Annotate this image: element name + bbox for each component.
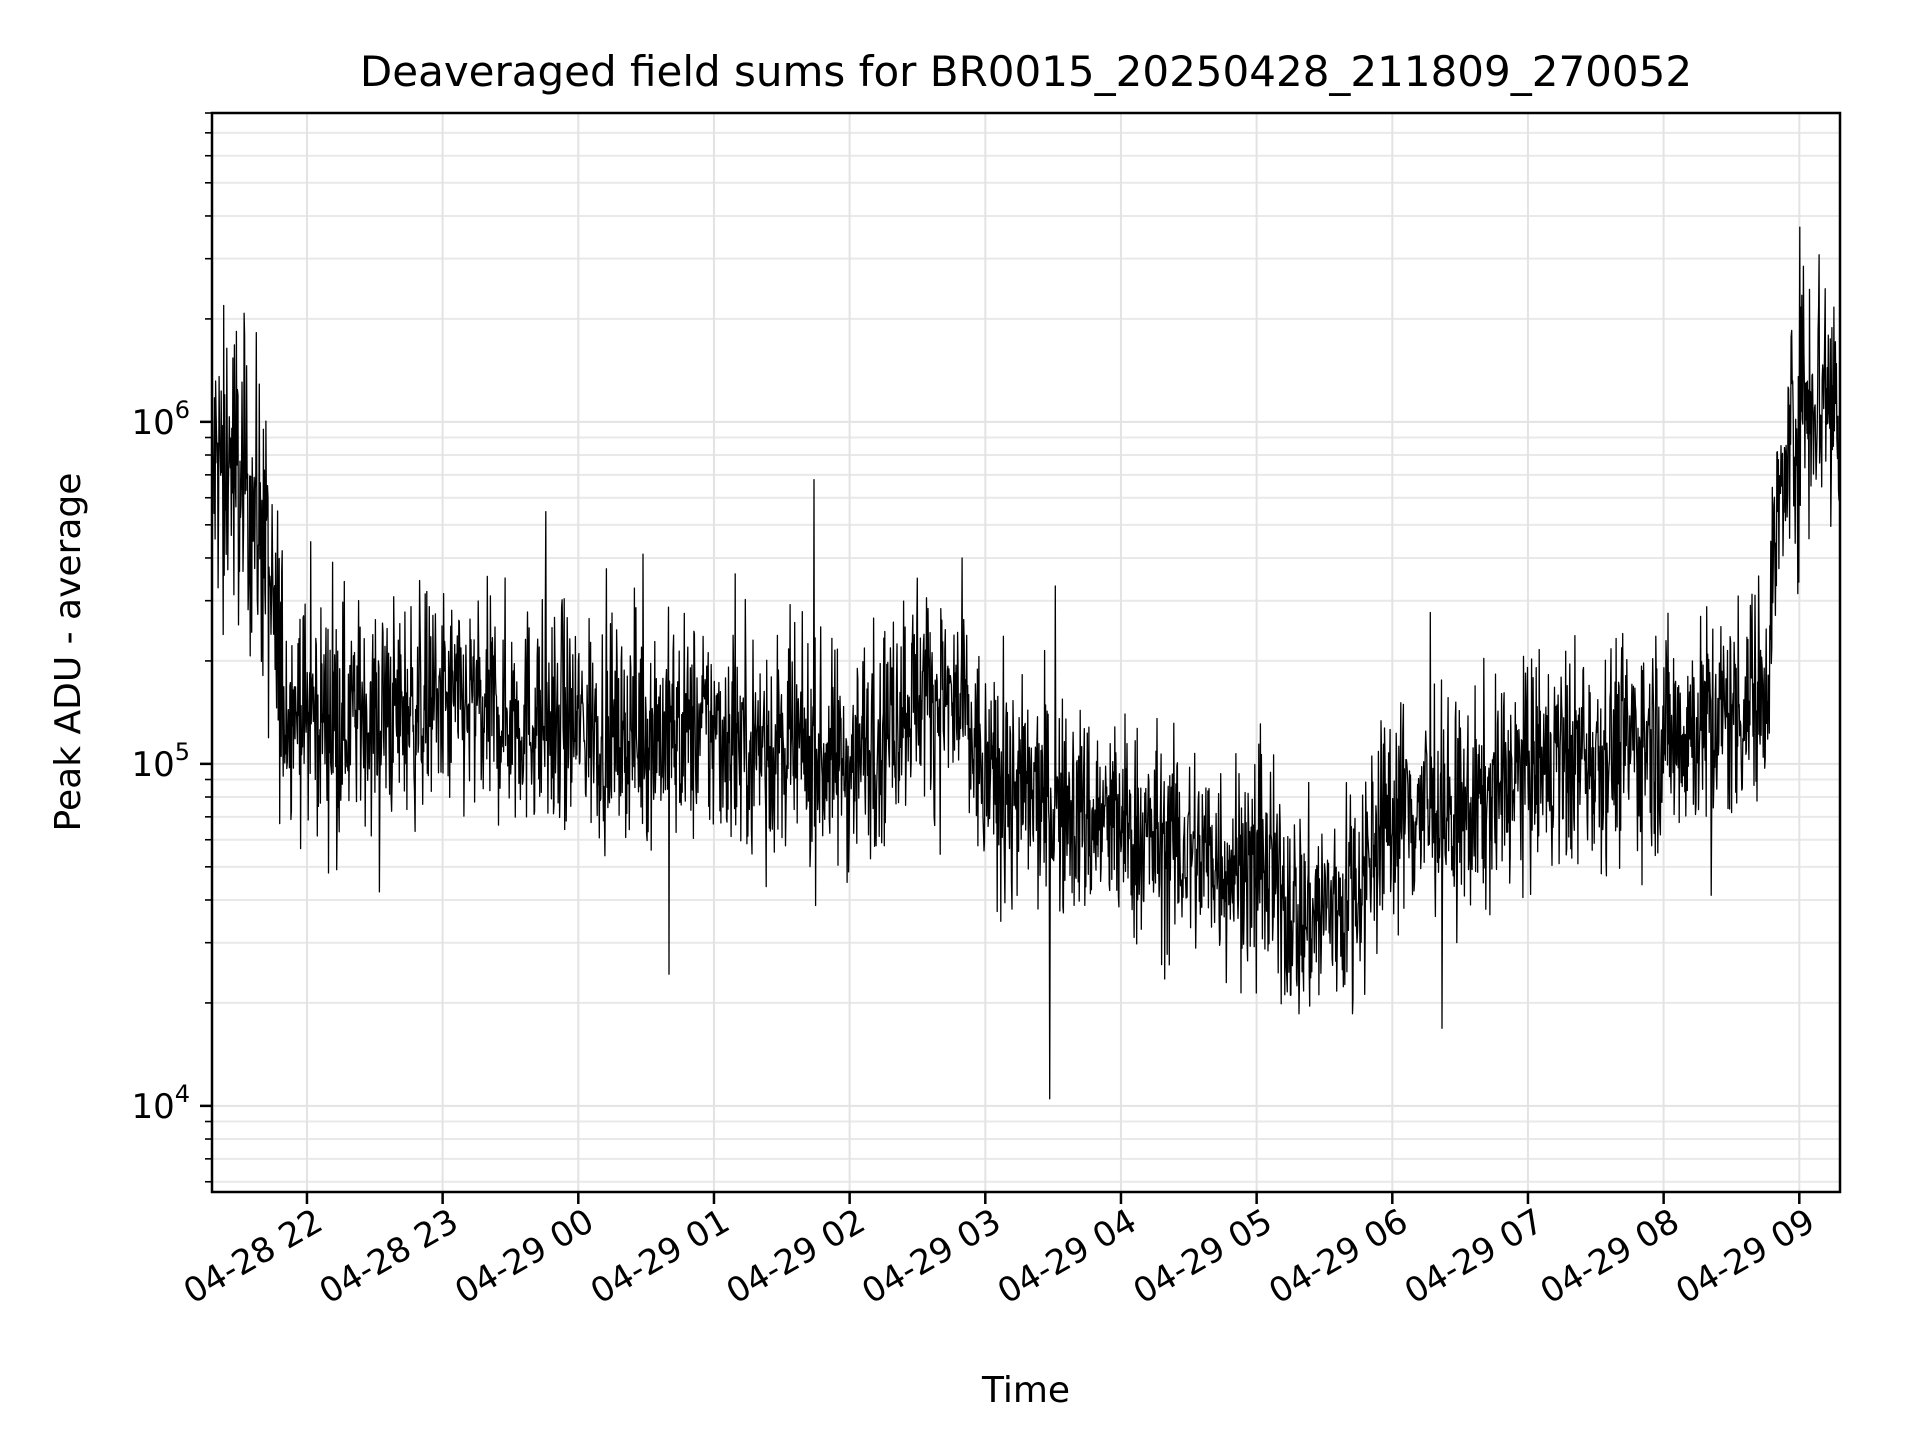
y-axis-label: Peak ADU - average (48, 473, 89, 832)
chart-title: Deaveraged field sums for BR0015_2025042… (360, 47, 1692, 96)
y-tick-label: 105 (131, 738, 190, 785)
series-line (211, 226, 1841, 1100)
y-tick-label: 106 (131, 396, 190, 443)
plot-frame (210, 111, 1842, 1194)
x-axis-label: Time (981, 1370, 1070, 1411)
series-layer (211, 226, 1841, 1100)
y-tick-label: 104 (131, 1080, 190, 1127)
